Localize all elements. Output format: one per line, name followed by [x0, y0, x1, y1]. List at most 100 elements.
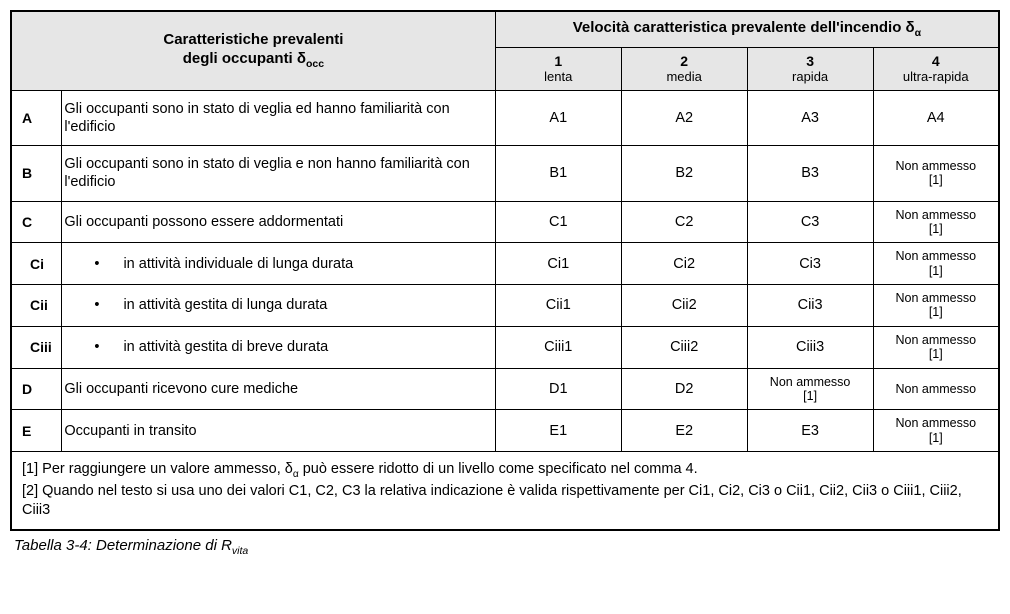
cell-value: Non ammesso	[873, 368, 999, 410]
col-num: 3	[752, 53, 869, 70]
note2: [2] Quando nel testo si usa uno dei valo…	[22, 483, 962, 519]
bullet-icon: •	[94, 296, 99, 314]
row-desc: Gli occupanti sono in stato di veglia ed…	[62, 91, 495, 146]
cell-value: A2	[621, 91, 747, 146]
row-desc-text: Gli occupanti sono in stato di veglia ed…	[64, 101, 449, 135]
cell-value: Ci1	[495, 243, 621, 285]
cell-value: E2	[621, 410, 747, 452]
col-head-3: 3 rapida	[747, 47, 873, 90]
hdr-main-line2-sub: occ	[306, 58, 324, 70]
row-key: A	[11, 91, 62, 146]
row-desc-text: in attività gestita di breve durata	[123, 339, 328, 355]
row-desc: • in attività individuale di lunga durata	[62, 243, 495, 285]
cell-value: B2	[621, 146, 747, 201]
cell-value: Ciii3	[747, 326, 873, 368]
header-occupant-characteristics: Caratteristiche prevalenti degli occupan…	[11, 11, 495, 91]
hdr-top-sub: α	[915, 27, 921, 39]
bullet-icon: •	[94, 338, 99, 356]
col-head-1: 1 lenta	[495, 47, 621, 90]
table-row: DGli occupanti ricevono cure mediche D1D2…	[11, 368, 999, 410]
cell-value: Non ammesso[1]	[873, 243, 999, 285]
na-ref: [1]	[929, 264, 943, 278]
col-lbl: lenta	[500, 69, 617, 85]
note1-pre: [1] Per raggiungere un valore ammesso, δ	[22, 461, 293, 477]
table-row: Ci • in attività individuale di lunga dura…	[11, 243, 999, 285]
row-desc-text: Gli occupanti possono essere addormentat…	[64, 214, 343, 230]
bullet-icon: •	[94, 255, 99, 273]
row-desc-text: in attività individuale di lunga durata	[123, 256, 353, 272]
cell-value: C2	[621, 201, 747, 243]
row-key: C	[11, 201, 62, 243]
rvita-table: Caratteristiche prevalenti degli occupan…	[10, 10, 1000, 531]
table-footnotes: [1] Per raggiungere un valore ammesso, δ…	[11, 452, 999, 530]
cell-value: Non ammesso[1]	[873, 146, 999, 201]
na-ref: [1]	[929, 431, 943, 445]
na-label: Non ammesso	[895, 249, 976, 263]
table-body: AGli occupanti sono in stato di veglia e…	[11, 91, 999, 452]
row-key: D	[11, 368, 62, 410]
table-row: AGli occupanti sono in stato di veglia e…	[11, 91, 999, 146]
row-key: Ciii	[11, 326, 62, 368]
cell-value: A4	[873, 91, 999, 146]
na-label: Non ammesso	[895, 416, 976, 430]
row-desc-text: Gli occupanti ricevono cure mediche	[64, 381, 298, 397]
caption-sub: vita	[232, 545, 248, 557]
table-row: EOccupanti in transitoE1E2E3Non ammesso[…	[11, 410, 999, 452]
col-lbl: media	[626, 69, 743, 85]
cell-value: Cii3	[747, 285, 873, 327]
col-num: 2	[626, 53, 743, 70]
row-desc: Occupanti in transito	[62, 410, 495, 452]
col-head-4: 4 ultra-rapida	[873, 47, 999, 90]
cell-value: A3	[747, 91, 873, 146]
cell-value: Non ammesso[1]	[873, 201, 999, 243]
cell-value: Non ammesso[1]	[873, 326, 999, 368]
cell-value: E1	[495, 410, 621, 452]
cell-value: Non ammesso[1]	[747, 368, 873, 410]
hdr-top-pre: Velocità caratteristica prevalente dell'…	[573, 19, 915, 36]
row-desc: Gli occupanti ricevono cure mediche	[62, 368, 495, 410]
na-ref: [1]	[929, 305, 943, 319]
cell-value: Ciii2	[621, 326, 747, 368]
header-fire-speed: Velocità caratteristica prevalente dell'…	[495, 11, 999, 47]
cell-value: B3	[747, 146, 873, 201]
row-desc-text: in attività gestita di lunga durata	[123, 297, 327, 313]
col-lbl: ultra-rapida	[878, 69, 994, 85]
na-ref: [1]	[803, 389, 817, 403]
cell-value: B1	[495, 146, 621, 201]
na-ref: [1]	[929, 173, 943, 187]
cell-value: Cii1	[495, 285, 621, 327]
row-key: E	[11, 410, 62, 452]
row-desc-text: Occupanti in transito	[64, 423, 196, 439]
cell-value: E3	[747, 410, 873, 452]
col-num: 1	[500, 53, 617, 70]
na-label: Non ammesso	[895, 291, 976, 305]
row-desc: • in attività gestita di lunga durata	[62, 285, 495, 327]
cell-value: Ci2	[621, 243, 747, 285]
na-ref: [1]	[929, 222, 943, 236]
row-desc: Gli occupanti possono essere addormentat…	[62, 201, 495, 243]
row-desc: • in attività gestita di breve durata	[62, 326, 495, 368]
cell-value: Ci3	[747, 243, 873, 285]
cell-value: D1	[495, 368, 621, 410]
row-key: Ci	[11, 243, 62, 285]
hdr-main-line2-pre: degli occupanti δ	[183, 50, 306, 67]
table-caption: Tabella 3-4: Determinazione di Rvita	[10, 537, 1000, 557]
na-label: Non ammesso	[895, 208, 976, 222]
cell-value: Non ammesso[1]	[873, 410, 999, 452]
col-lbl: rapida	[752, 69, 869, 85]
table-row: CGli occupanti possono essere addormenta…	[11, 201, 999, 243]
cell-value: Ciii1	[495, 326, 621, 368]
table-row: Cii•in attività gestita di lunga durataC…	[11, 285, 999, 327]
row-desc: Gli occupanti sono in stato di veglia e …	[62, 146, 495, 201]
cell-value: Non ammesso[1]	[873, 285, 999, 327]
row-key: B	[11, 146, 62, 201]
cell-value: D2	[621, 368, 747, 410]
cell-value: C1	[495, 201, 621, 243]
col-num: 4	[878, 53, 994, 70]
na-ref: [1]	[929, 347, 943, 361]
na-label: Non ammesso	[895, 159, 976, 173]
note1-post: può essere ridotto di un livello come sp…	[299, 461, 698, 477]
cell-value: Cii2	[621, 285, 747, 327]
col-head-2: 2 media	[621, 47, 747, 90]
row-desc-text: Gli occupanti sono in stato di veglia e …	[64, 156, 469, 190]
